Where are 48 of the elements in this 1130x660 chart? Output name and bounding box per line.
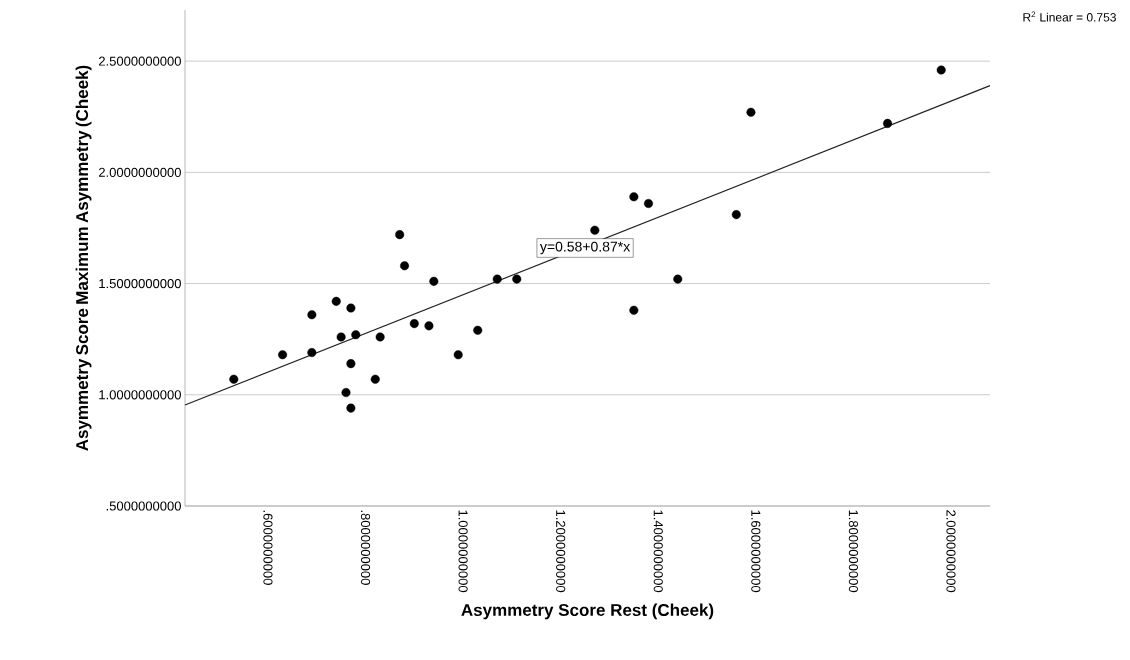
point <box>453 350 463 360</box>
point <box>346 403 356 413</box>
x-tick-label: 1.4000000000 <box>653 510 663 593</box>
point <box>400 261 410 271</box>
point <box>331 296 341 306</box>
y-axis-title: Asymmetry Score Maximum Asymmetry (Cheek) <box>75 65 92 451</box>
y-tick-label: .5000000000 <box>106 501 181 511</box>
point <box>341 388 351 398</box>
x-tick-label: 1.8000000000 <box>848 510 858 593</box>
point <box>731 210 741 220</box>
x-tick-label: 2.0000000000 <box>946 510 956 593</box>
y-tick-label: 1.0000000000 <box>99 390 181 400</box>
point <box>307 310 317 320</box>
point <box>336 332 346 342</box>
x-tick-label: .8000000000 <box>360 510 371 585</box>
point <box>492 274 502 284</box>
point <box>629 305 639 315</box>
point <box>883 118 893 128</box>
point <box>936 65 946 75</box>
text: R$^{2}$ Linear = 0.753 <box>1023 11 1116 22</box>
y-tick-label: 1.5000000000 <box>99 278 181 289</box>
point <box>629 192 639 202</box>
point <box>351 330 361 340</box>
point <box>346 303 356 313</box>
x-tick-label: .6000000000 <box>263 510 273 585</box>
point <box>307 348 317 358</box>
point <box>512 274 522 284</box>
point <box>375 332 385 342</box>
point <box>673 274 683 284</box>
y-tick-label: 2.0000000000 <box>98 167 181 177</box>
point <box>643 198 653 208</box>
point <box>590 225 600 235</box>
point <box>278 350 288 360</box>
x-axis-title: Asymmetry Score Rest (Cheek) <box>461 603 714 620</box>
y-tick-label: 2.5000000000 <box>98 56 181 66</box>
x-tick-label: 1.6000000000 <box>751 510 761 593</box>
point <box>429 276 439 286</box>
point <box>229 374 239 384</box>
point <box>370 374 380 384</box>
point <box>395 230 405 240</box>
point <box>409 319 419 329</box>
x-tick-label: 1.2000000000 <box>556 510 566 593</box>
point <box>424 321 434 331</box>
annotation: y=0.58+0.87*x <box>539 241 631 255</box>
x-tick-label: 1.0000000000 <box>458 510 468 593</box>
point <box>346 359 356 369</box>
point <box>746 107 756 117</box>
point <box>473 325 483 335</box>
